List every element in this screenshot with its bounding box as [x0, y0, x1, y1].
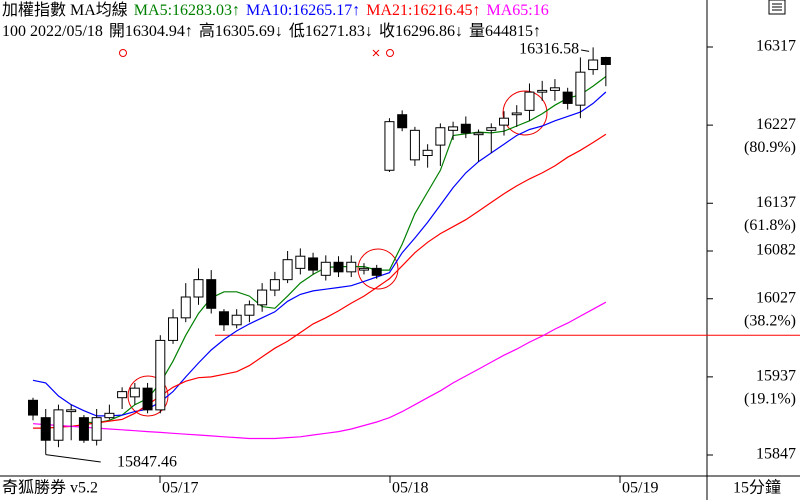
candle-body: [422, 149, 433, 157]
candle-body: [333, 261, 344, 273]
candle-body: [562, 91, 573, 104]
candle-body: [460, 123, 471, 134]
candle-body: [575, 71, 586, 106]
y-tick-label: 16082: [756, 242, 796, 259]
x-tick-label: 05/19: [622, 480, 658, 497]
footer-left: 奇狐勝券 v5.2: [2, 479, 98, 497]
y-tick-label: 16317: [756, 38, 796, 55]
header-item: 100 2022/05/18: [2, 23, 103, 40]
candle-body: [409, 129, 420, 161]
footer-right: 15分鐘: [733, 479, 781, 497]
candle-body: [155, 339, 166, 411]
x-tick-label: 05/17: [162, 480, 198, 497]
candle-body: [282, 259, 293, 281]
candle-body: [78, 417, 89, 441]
header: 加權指數 MA均線 MA5:16283.03↑ MA10:16265.17↑ MA21…: [2, 1, 549, 40]
ma-line: [33, 133, 607, 429]
y-tick-label: 15847: [756, 446, 796, 463]
candle-body: [473, 132, 484, 136]
candle-body: [142, 387, 153, 411]
candle-body: [486, 127, 497, 131]
signal-mark: [119, 49, 127, 57]
candle-body: [537, 89, 548, 93]
candle-body: [524, 91, 535, 111]
candle-body: [168, 317, 179, 341]
candle-body: [129, 387, 140, 398]
candle-body: [384, 121, 395, 171]
candle-body: [397, 114, 408, 129]
candle-body: [206, 279, 217, 309]
candle-body: [448, 126, 459, 131]
candle-body: [257, 289, 268, 306]
y-tick-label: 16137: [756, 194, 796, 211]
candle-body: [549, 87, 560, 91]
highlight-circle: [502, 90, 548, 136]
candle-body: [295, 255, 306, 269]
header-item: 高16305.69↓: [199, 22, 283, 40]
highlight-circle: [357, 248, 399, 290]
ma-line: [83, 76, 607, 424]
header-item: MA5:16283.03↑: [134, 2, 240, 19]
header-item: 收16296.86↓: [379, 22, 463, 40]
low-label: 15847.46: [117, 454, 177, 471]
candle-body: [244, 304, 255, 316]
candle-body: [588, 59, 599, 71]
signal-mark: [386, 49, 394, 57]
y-tick-label: 16027: [756, 289, 796, 306]
candle-body: [435, 127, 446, 146]
x-tick-label: 05/18: [392, 480, 428, 497]
header-item: 量644815↑: [469, 23, 541, 40]
candle-body: [499, 117, 510, 126]
y-axis-note: (61.8%): [744, 217, 796, 234]
candle-body: [269, 279, 280, 291]
candle-body: [28, 399, 38, 416]
candle-body: [511, 112, 522, 116]
candle-body: [371, 267, 382, 276]
candle-body: [180, 296, 191, 319]
candle-body: [358, 267, 369, 271]
y-tick-label: 15937: [756, 368, 796, 385]
extreme-leader: [45, 454, 101, 463]
candle-body: [53, 409, 64, 441]
y-axis-note: (19.1%): [744, 391, 796, 408]
header-item: 加權指數 MA均線: [2, 1, 128, 19]
y-axis-note: (80.9%): [744, 139, 796, 156]
ma-line: [32, 301, 607, 440]
header-line: 100 2022/05/18 開16304.94↑ 高16305.69↓ 低16271…: [2, 22, 541, 40]
candle-body: [231, 314, 242, 326]
candle-body: [40, 417, 51, 441]
candle-body: [104, 412, 115, 419]
candle-body: [66, 409, 77, 413]
y-tick-label: 16227: [756, 116, 796, 133]
header-line: 加權指數 MA均線 MA5:16283.03↑ MA10:16265.17↑ MA21…: [2, 1, 549, 19]
candle-body: [117, 391, 128, 399]
candle-body: [308, 257, 319, 271]
high-label: 16316.58: [519, 41, 579, 58]
y-axis-note: (38.2%): [744, 312, 796, 329]
header-item: 低16271.83↓: [289, 22, 373, 40]
candle-body: [218, 311, 229, 326]
header-item: 開16304.94↑: [109, 23, 193, 40]
ma-line: [32, 91, 607, 417]
header-item: MA65:16: [487, 2, 549, 19]
header-item: MA10:16265.17↑: [246, 2, 360, 19]
candle-body: [91, 417, 102, 441]
candle-body: [600, 56, 611, 65]
candle-body: [320, 261, 331, 276]
signal-mark: [372, 49, 380, 57]
header-item: MA21:16216.45↑: [366, 2, 480, 19]
extreme-leader: [581, 49, 590, 52]
candle-body: [193, 279, 204, 298]
candle-body: [346, 261, 357, 273]
